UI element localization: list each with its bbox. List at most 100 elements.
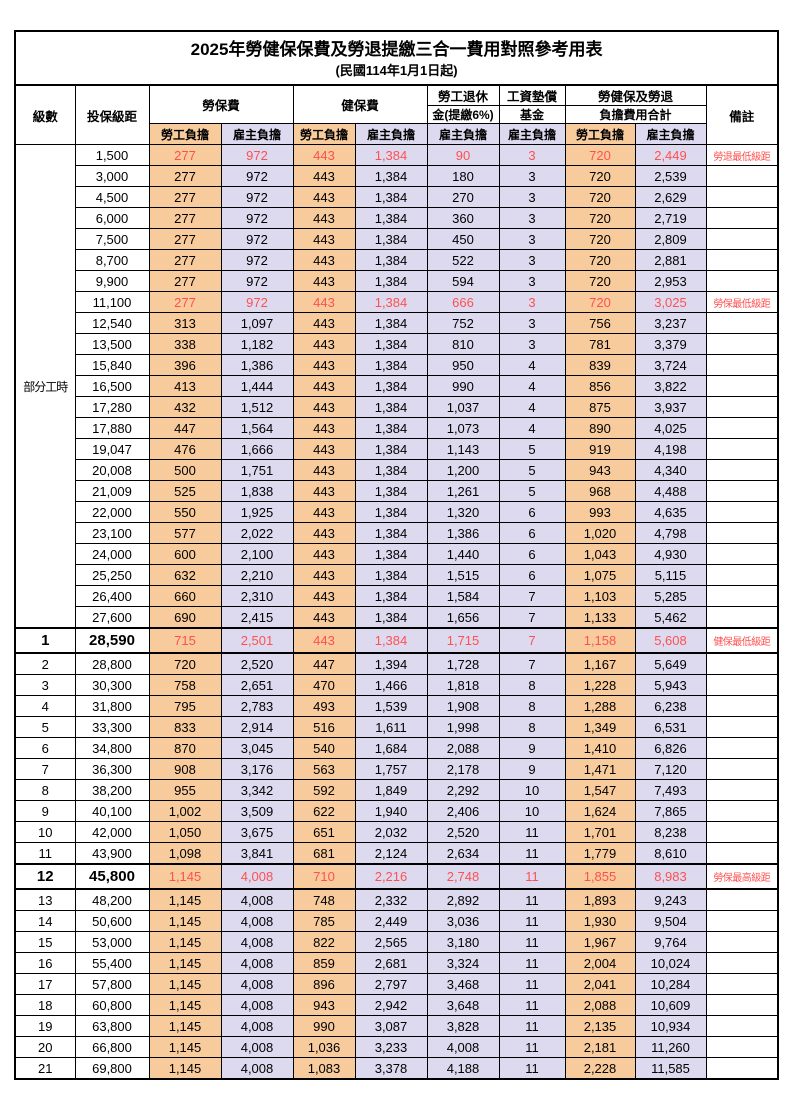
- value-cell: 1,440: [426, 543, 500, 565]
- table-row: 12 45,800 1,145 4,008 710 2,216 2,748 11 1,855 8,…: [14, 863, 779, 890]
- value-cell: 2,181: [564, 1036, 636, 1058]
- value-cell: 2,449: [634, 144, 707, 166]
- value-cell: 1,036: [292, 1036, 356, 1058]
- value-cell: 10: [498, 779, 566, 801]
- value-cell: 90: [426, 144, 500, 166]
- table-row: 17,280 432 1,512 443 1,384 1,037 4 875 3,937: [15, 396, 779, 418]
- value-cell: 3: [498, 333, 566, 355]
- value-cell: 11,585: [634, 1057, 707, 1080]
- value-cell: 968: [564, 480, 636, 502]
- value-cell: 943: [292, 994, 356, 1016]
- value-cell: 1,145: [148, 952, 222, 974]
- value-cell: 1,656: [426, 606, 500, 629]
- part-time-label: 部分工時: [14, 144, 76, 629]
- value-cell: 443: [292, 396, 356, 418]
- value-cell: 781: [564, 333, 636, 355]
- value-cell: 1,611: [354, 716, 428, 738]
- value-cell: 1,757: [354, 758, 428, 780]
- value-cell: 1,103: [564, 585, 636, 607]
- value-cell: 3: [498, 270, 566, 292]
- value-cell: 3,378: [354, 1057, 428, 1080]
- header-pension-line2: 金(提繳6%): [426, 105, 500, 124]
- value-cell: 1,384: [354, 627, 428, 654]
- table-row: 14 50,600 1,145 4,008 785 2,449 3,036 11 1,930 9,…: [14, 910, 779, 932]
- value-cell: 6: [498, 501, 566, 523]
- value-cell: 1,394: [354, 652, 428, 675]
- value-cell: 4,198: [634, 438, 707, 460]
- bracket-cell: 60,800: [74, 994, 150, 1016]
- value-cell: 859: [292, 952, 356, 974]
- bracket-cell: 16,500: [74, 375, 150, 397]
- value-cell: 5: [498, 480, 566, 502]
- table-row: 19,047 476 1,666 443 1,384 1,143 5 919 4,198: [15, 438, 779, 460]
- bracket-cell: 30,300: [74, 674, 150, 696]
- bracket-cell: 36,300: [74, 758, 150, 780]
- value-cell: 3: [498, 312, 566, 334]
- value-cell: 9: [498, 737, 566, 759]
- value-cell: 9,504: [634, 910, 707, 932]
- value-cell: 4,340: [634, 459, 707, 481]
- value-cell: 7,865: [634, 800, 707, 822]
- header-level: 級數: [14, 84, 76, 145]
- header-bracket: 投保級距: [74, 84, 150, 145]
- value-cell: 2,881: [634, 249, 707, 271]
- bracket-cell: 23,100: [74, 522, 150, 544]
- value-cell: 413: [148, 375, 222, 397]
- table-row: 13,500 338 1,182 443 1,384 810 3 781 3,379: [15, 333, 779, 355]
- value-cell: 1,020: [564, 522, 636, 544]
- value-cell: 3,379: [634, 333, 707, 355]
- value-cell: 594: [426, 270, 500, 292]
- level-cell: 6: [14, 737, 76, 759]
- value-cell: 1,145: [148, 888, 222, 911]
- value-cell: 4,488: [634, 480, 707, 502]
- remark-cell: [705, 652, 779, 675]
- value-cell: 470: [292, 674, 356, 696]
- value-cell: 7,493: [634, 779, 707, 801]
- value-cell: 2,135: [564, 1015, 636, 1037]
- value-cell: 1,349: [564, 716, 636, 738]
- remark-cell: [705, 375, 779, 397]
- table-row: 5 33,300 833 2,914 516 1,611 1,998 8 1,349 6,531: [14, 716, 779, 738]
- bracket-cell: 8,700: [74, 249, 150, 271]
- bracket-cell: 1,500: [74, 144, 150, 166]
- value-cell: 1,145: [148, 863, 222, 890]
- value-cell: 1,410: [564, 737, 636, 759]
- value-cell: 2,124: [354, 842, 428, 865]
- value-cell: 870: [148, 737, 222, 759]
- value-cell: 1,998: [426, 716, 500, 738]
- value-cell: 4,025: [634, 417, 707, 439]
- value-cell: 6: [498, 522, 566, 544]
- value-cell: 660: [148, 585, 222, 607]
- level-cell: 2: [14, 652, 76, 675]
- value-cell: 447: [148, 417, 222, 439]
- value-cell: 11: [498, 888, 566, 911]
- value-cell: 2,041: [564, 973, 636, 995]
- remark-cell: [705, 779, 779, 801]
- value-cell: 1,564: [220, 417, 294, 439]
- level-cell: 14: [14, 910, 76, 932]
- value-cell: 277: [148, 270, 222, 292]
- value-cell: 3,237: [634, 312, 707, 334]
- value-cell: 622: [292, 800, 356, 822]
- value-cell: 839: [564, 354, 636, 376]
- bracket-cell: 13,500: [74, 333, 150, 355]
- value-cell: 1,261: [426, 480, 500, 502]
- remark-cell: [705, 564, 779, 586]
- bracket-cell: 28,800: [74, 652, 150, 675]
- value-cell: 516: [292, 716, 356, 738]
- level-cell: 5: [14, 716, 76, 738]
- bracket-cell: 28,590: [74, 627, 150, 654]
- value-cell: 4,008: [220, 1057, 294, 1080]
- value-cell: 11: [498, 1057, 566, 1080]
- value-cell: 443: [292, 249, 356, 271]
- value-cell: 522: [426, 249, 500, 271]
- remark-cell: [705, 165, 779, 187]
- header-group-row-1: 級數 投保級距 勞保費 健保費 勞工退休 工資墊償 勞健保及勞退 備註: [14, 84, 779, 145]
- value-cell: 10,609: [634, 994, 707, 1016]
- value-cell: 443: [292, 627, 356, 654]
- table-row: 8 38,200 955 3,342 592 1,849 2,292 10 1,547 7,493: [14, 779, 779, 801]
- value-cell: 1,075: [564, 564, 636, 586]
- value-cell: 443: [292, 459, 356, 481]
- remark-cell: [705, 952, 779, 974]
- table-row: 15,840 396 1,386 443 1,384 950 4 839 3,724: [15, 354, 779, 376]
